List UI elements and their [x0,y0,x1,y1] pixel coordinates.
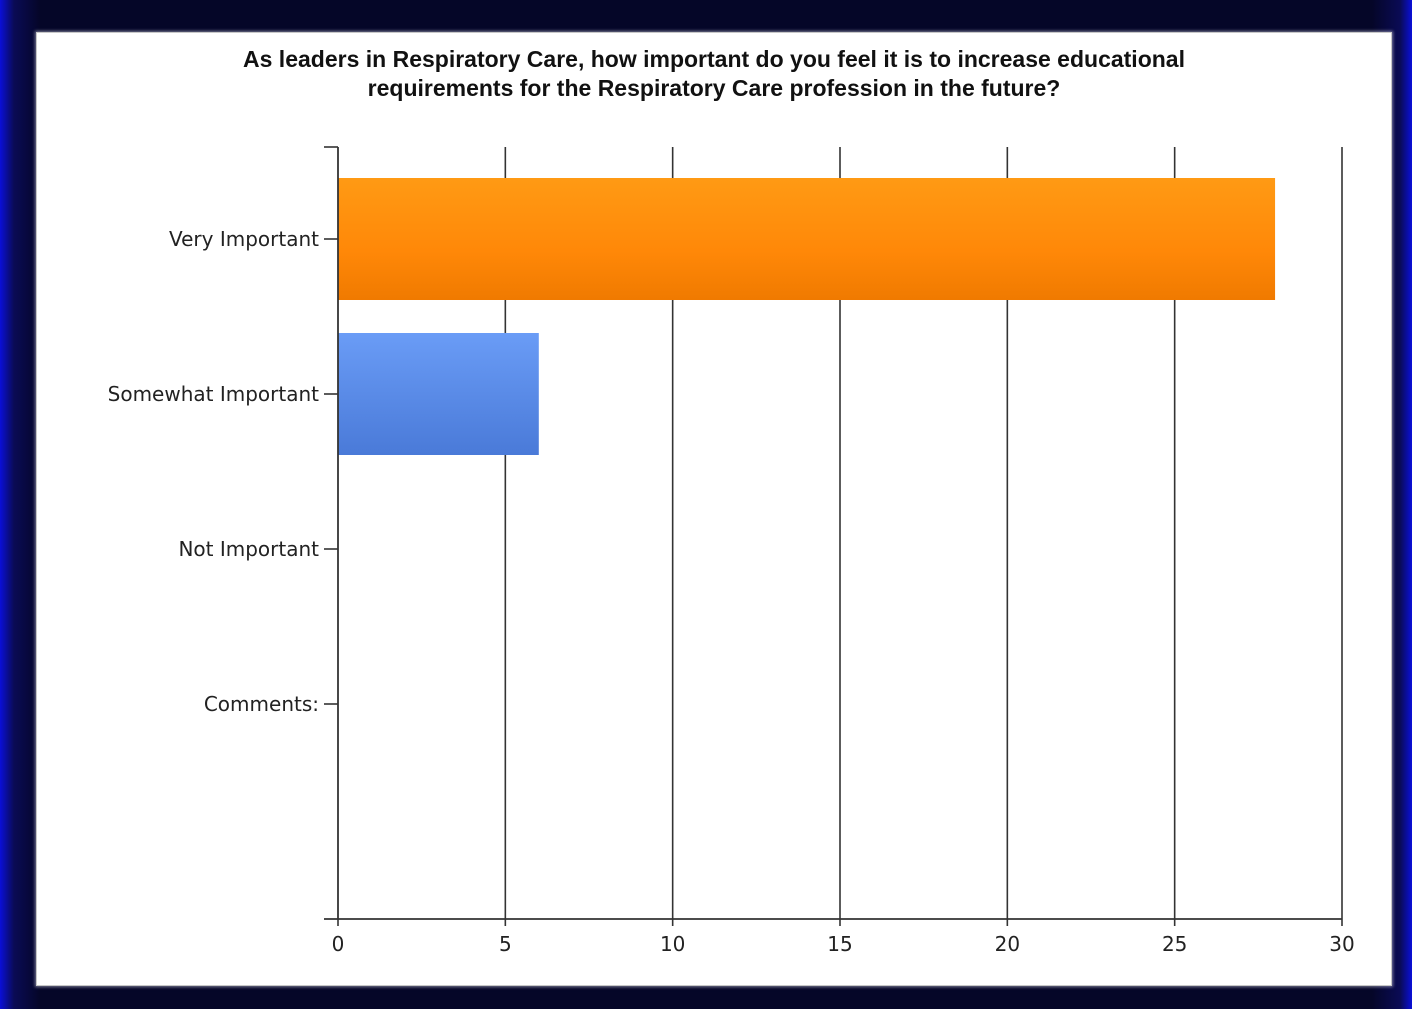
y-tick-label: Very Important [169,227,319,251]
x-tick-label: 15 [827,932,852,956]
x-tick-label: 25 [1162,932,1187,956]
bar-somewhat-important [338,333,539,455]
y-tick-label: Somewhat Important [108,382,320,406]
y-tick-label: Not Important [178,537,319,561]
bar-very-important [338,178,1276,300]
x-tick-label: 0 [332,932,345,956]
chart-title: As leaders in Respiratory Care, how impo… [243,46,1185,101]
x-tick-label: 5 [499,932,512,956]
y-tick-label: Comments: [204,692,319,716]
x-tick-label: 20 [995,932,1020,956]
bar-chart: 0 5 10 15 20 25 30 Very Important Somewhat Impor… [108,146,1355,956]
chart-frame: As leaders in Respiratory Care, how impo… [36,32,1392,986]
x-tick-label: 10 [660,932,685,956]
x-tick-label: 30 [1329,932,1354,956]
